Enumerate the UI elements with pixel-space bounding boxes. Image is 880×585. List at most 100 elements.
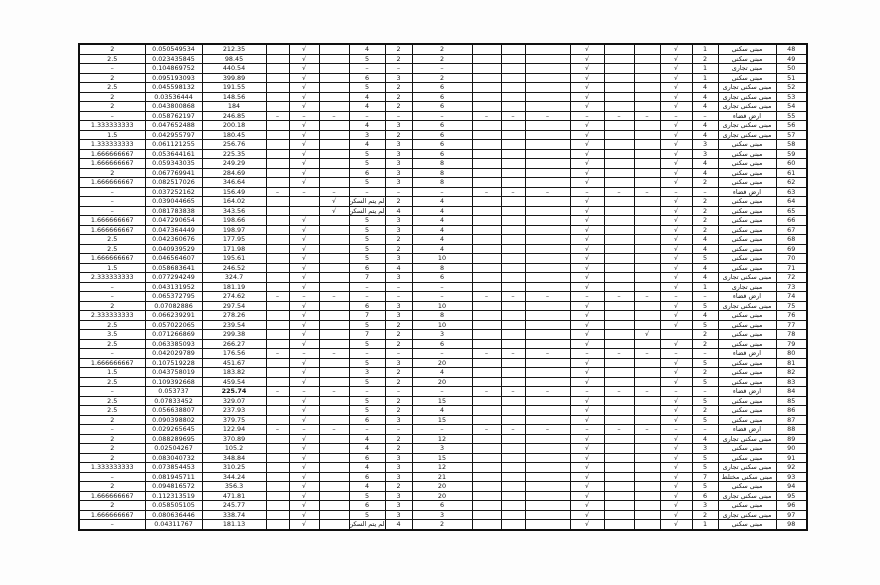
area-cell: 329.07 (201, 395, 267, 407)
occupied-checkmark-cell: √ (288, 357, 320, 369)
table-row: –0.065372795 274.62– – – – – – – – – – – – – – ارض فضاء… (78, 291, 808, 302)
checkmark-cell: √ (569, 224, 605, 236)
checkmark-cell: √ (569, 205, 605, 217)
spacer-cell (500, 281, 526, 293)
table-row: 2 0.058505105 245.77 √ 6 3 6 √ √ 3 مبنى سكنى 96 (78, 500, 808, 511)
not-occupied-checkmark-cell (318, 433, 350, 445)
count-cell: 3 (384, 357, 413, 369)
floors-cell: لم يتم السكن (348, 205, 386, 217)
building-type-cell: مبنى سكنى (717, 357, 777, 369)
occupied-checkmark-cell: √ (288, 234, 320, 245)
spacer-cell (471, 376, 502, 388)
occupied-checkmark-cell: √ (288, 243, 320, 255)
checkmark-cell: √ (659, 319, 693, 331)
units-cell: 2 (691, 53, 719, 65)
serial-cell: 64 (775, 196, 808, 207)
count-cell: 3 (384, 452, 413, 464)
checkmark-cell: √ (659, 177, 693, 188)
coefficient-cell: 0.042955797 (144, 129, 203, 141)
spacer-cell (524, 177, 571, 188)
count-cell: 4 (411, 405, 473, 416)
table-row: 1.666666667 0.059343035 249.29 √ 5 3 8 √ √ 4 مبنى … (78, 158, 808, 169)
spacer-cell (471, 338, 502, 350)
checkmark-cell: √ (659, 101, 693, 112)
checkmark-cell: √ (569, 433, 605, 445)
table-row: 2.5 0.042360676 177.95 √ 5 2 4 √ √ 4 مبنى سكنى 68 (78, 234, 808, 245)
building-type-cell: مبنى سكنى (717, 405, 777, 416)
serial-cell: 83 (775, 376, 808, 388)
spacer-cell (603, 405, 635, 416)
coefficient-cell: 0.063385093 (144, 338, 203, 350)
building-type-cell: مبنى سكنى تجارى (717, 300, 777, 312)
checkmark-cell: √ (659, 395, 693, 407)
spacer-cell (633, 129, 661, 141)
occupied-checkmark-cell: √ (288, 310, 320, 321)
building-type-cell: مبنى سكنى تجارى (717, 433, 777, 445)
count-cell: 2 (384, 129, 413, 141)
checkmark-cell: – (569, 424, 605, 435)
spacer-cell (471, 148, 502, 160)
spacer-cell (524, 300, 571, 312)
spacer-cell (471, 253, 502, 264)
spacer-cell (265, 243, 290, 255)
occupied-checkmark-cell: √ (288, 120, 320, 131)
ratio-cell: 2 (78, 101, 146, 112)
spacer-cell (500, 120, 526, 131)
count-cell: 2 (384, 433, 413, 445)
spacer-cell (633, 414, 661, 426)
coefficient-cell: 0.042029789 (144, 348, 203, 359)
spacer-cell (633, 462, 661, 473)
coefficient-cell: 0.082517026 (144, 177, 203, 188)
count-cell: 4 (411, 243, 473, 255)
area-cell: 266.27 (201, 338, 267, 350)
checkmark-cell: √ (659, 224, 693, 236)
spacer-cell (265, 414, 290, 426)
count-cell: 12 (411, 462, 473, 473)
units-cell: 7 (691, 471, 719, 483)
not-occupied-checkmark-cell (318, 272, 350, 283)
checkmark-cell: √ (569, 519, 605, 531)
serial-cell: 90 (775, 443, 808, 454)
serial-cell: 94 (775, 481, 808, 492)
spacer-cell (633, 101, 661, 112)
units-cell: 5 (691, 376, 719, 388)
spacer-cell: – (471, 424, 502, 435)
table-row: 1.666666667 0.047364449 198.97 √ 5 3 4 √ √ 2 مبنى … (78, 224, 808, 236)
spacer-cell (524, 471, 571, 483)
building-type-cell: مبنى سكنى (717, 395, 777, 407)
ratio-cell: 2 (78, 481, 146, 492)
spacer-cell (500, 367, 526, 378)
spacer-cell (633, 405, 661, 416)
units-cell: 4 (691, 262, 719, 274)
spacer-cell (265, 519, 290, 531)
table-row: 2 0.02504267 105.2 √ 4 2 3 √ √ 3 مبنى سكنى 90 (78, 443, 808, 454)
area-cell: 225.35 (201, 148, 267, 160)
ratio-cell: 2 (78, 500, 146, 511)
count-cell: 20 (411, 357, 473, 369)
serial-cell: 96 (775, 500, 808, 511)
spacer-cell (524, 129, 571, 141)
count-cell: 4 (384, 205, 413, 217)
ratio-cell: 1.5 (78, 129, 146, 141)
serial-cell: 51 (775, 72, 808, 84)
spacer-cell (500, 462, 526, 473)
checkmark-cell: √ (659, 167, 693, 179)
spacer-cell (500, 243, 526, 255)
checkmark-cell: √ (659, 509, 693, 521)
area-cell: 177.95 (201, 234, 267, 245)
area-cell: 299.38 (201, 329, 267, 340)
checkmark-cell: √ (569, 215, 605, 226)
ratio-cell: – (78, 110, 146, 122)
not-occupied-checkmark-cell (318, 158, 350, 169)
spacer-cell (524, 443, 571, 454)
units-cell: 4 (691, 82, 719, 93)
area-cell: 156.49 (201, 186, 267, 198)
checkmark-cell: √ (569, 357, 605, 369)
spacer-cell (471, 205, 502, 217)
spacer-cell (633, 281, 661, 293)
count-cell: 3 (384, 414, 413, 426)
spacer-cell (524, 367, 571, 378)
floors-cell: – (348, 291, 386, 302)
spacer-cell (603, 167, 635, 179)
building-type-cell: مبنى سكنى (717, 310, 777, 321)
